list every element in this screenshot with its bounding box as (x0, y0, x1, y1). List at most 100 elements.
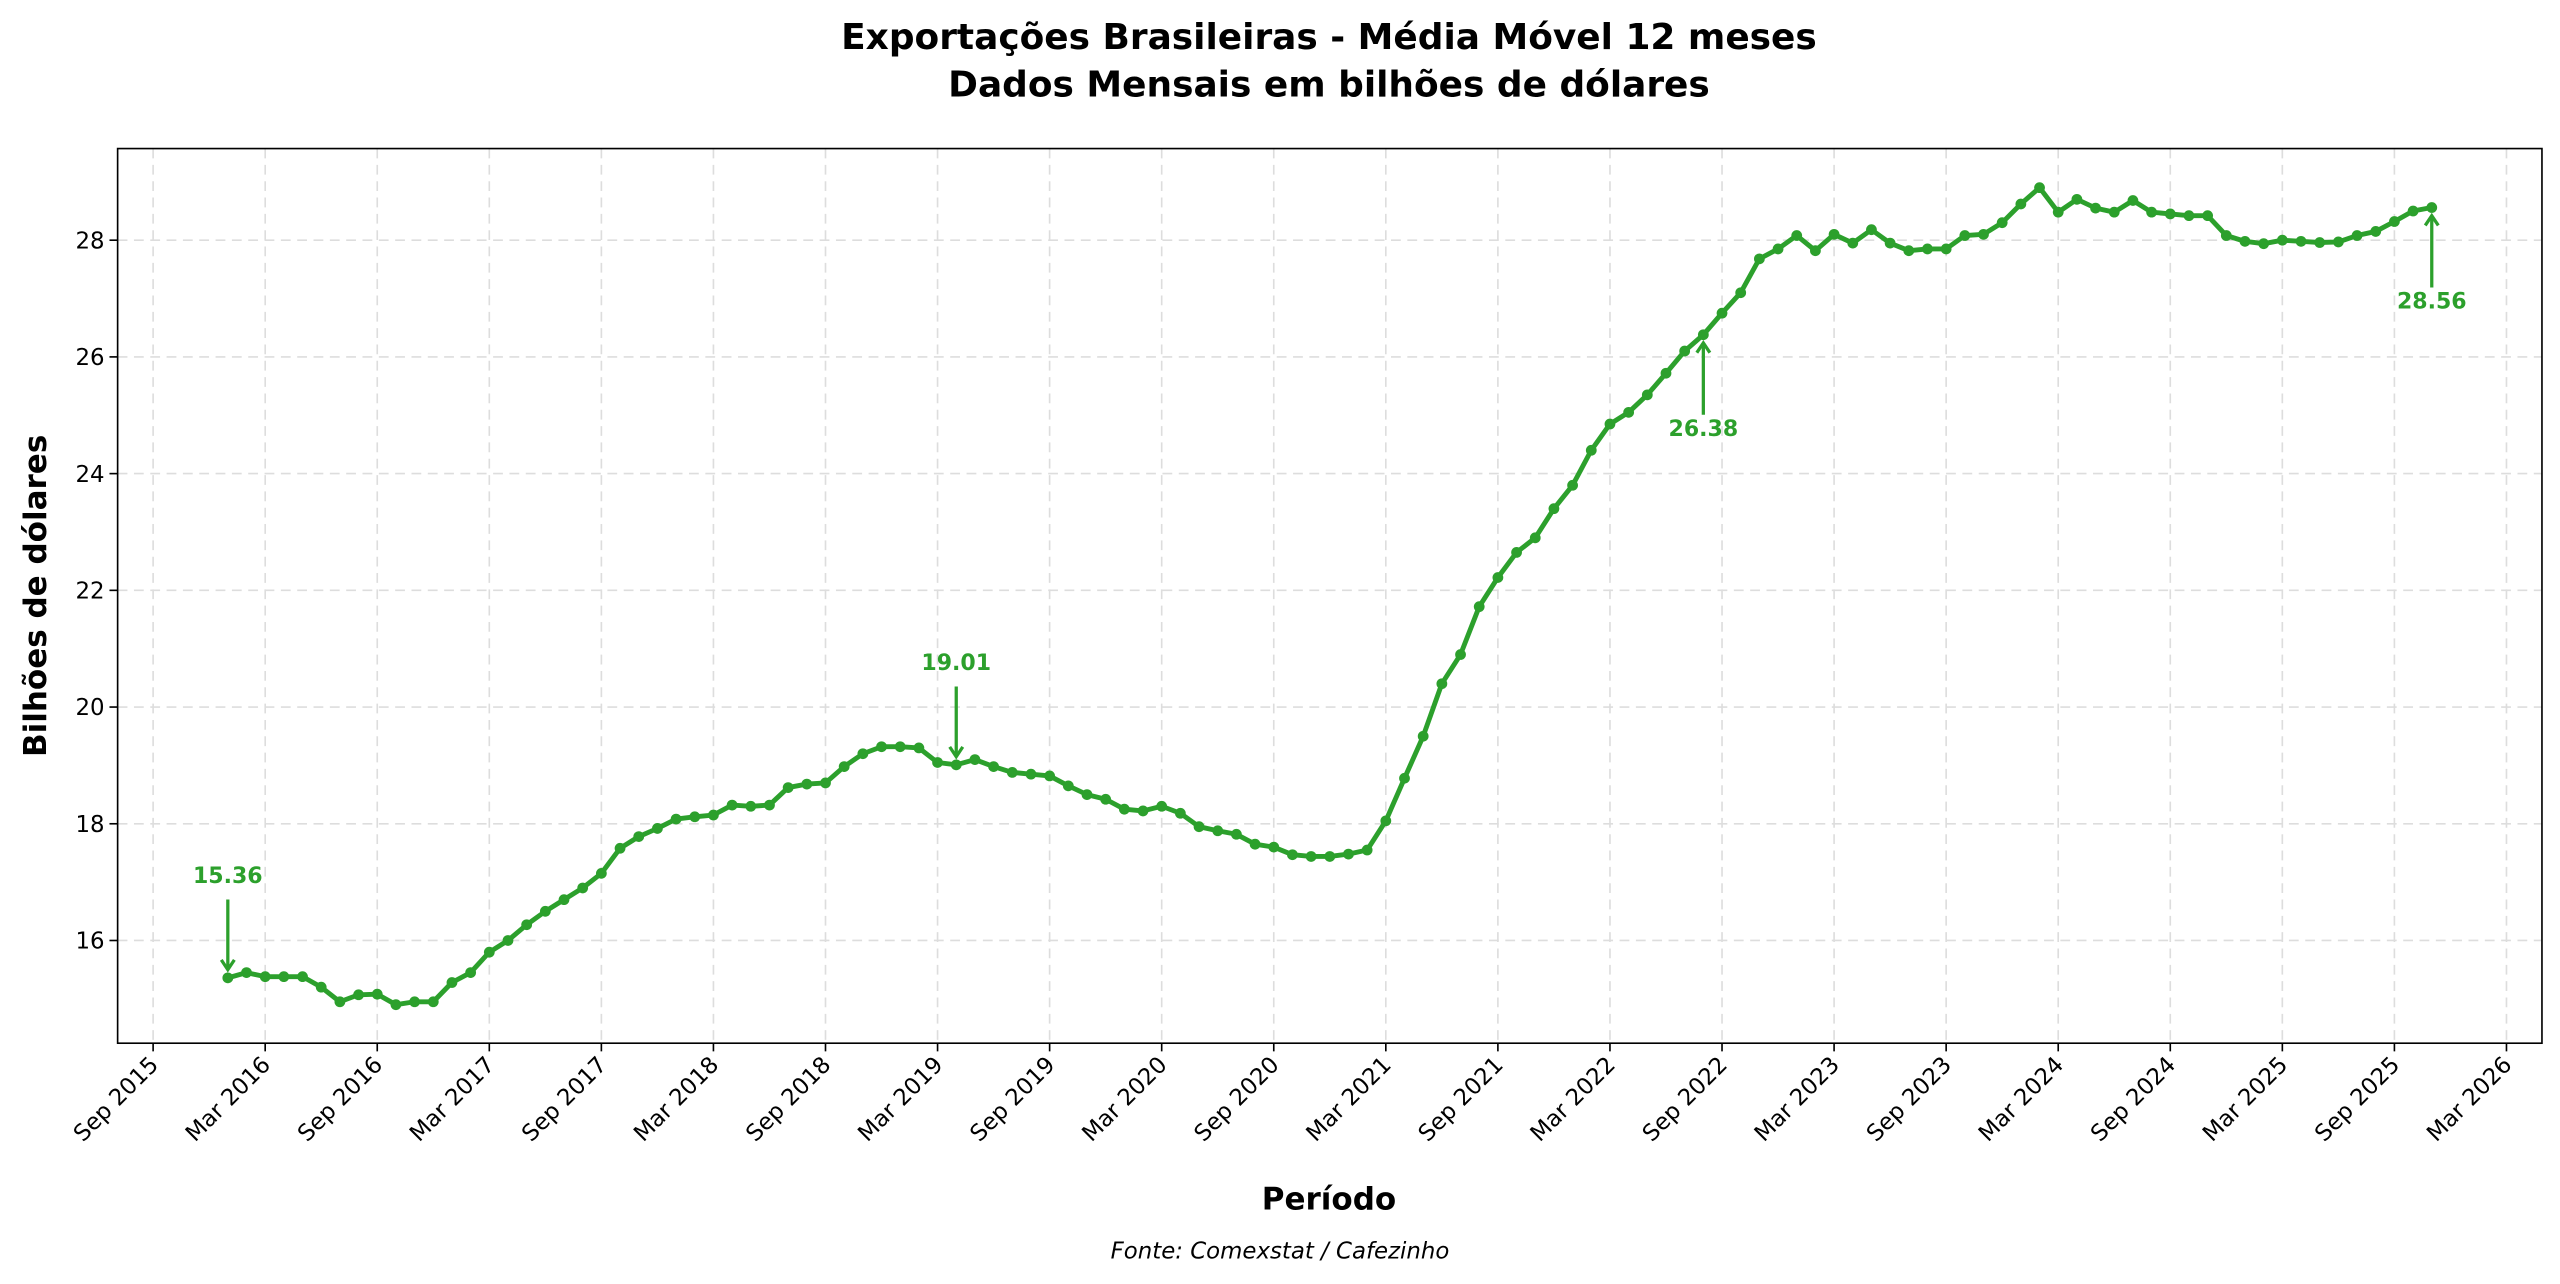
x-tick-label: Sep 2017 (517, 1052, 612, 1147)
data-point (1492, 572, 1504, 583)
series-path (227, 185, 2433, 1008)
y-axis-label: Bilhões de dólares (18, 435, 54, 757)
data-point (2295, 235, 2307, 247)
arrowhead-icon (219, 958, 236, 973)
data-point (1866, 224, 1877, 236)
data-point (1884, 237, 1896, 249)
data-point (334, 996, 346, 1008)
data-point (1287, 849, 1298, 861)
data-point (1903, 245, 1915, 257)
data-point (577, 882, 589, 894)
x-tick-label: Mar 2021 (1301, 1052, 1396, 1147)
data-point (1660, 367, 1672, 379)
data-point (1772, 243, 1784, 255)
data-point (2314, 237, 2326, 248)
data-point (1044, 770, 1056, 782)
data-point (2407, 205, 2419, 217)
data-point (2370, 226, 2382, 237)
data-point (1193, 821, 1205, 833)
data-point (1529, 532, 1541, 544)
source-note: Fonte: Comexstat / Cafezinho (1111, 1239, 1450, 1265)
data-point (876, 741, 887, 753)
data-point (1100, 793, 1112, 805)
data-point (2239, 235, 2251, 247)
data-point (521, 919, 533, 931)
data-point (1268, 841, 1280, 853)
data-point (708, 809, 719, 821)
arrowhead-icon (2423, 212, 2440, 227)
data-point (1436, 678, 1448, 690)
data-point (483, 946, 495, 958)
y-axis: 16 18 20 22 24 26 28 (75, 228, 118, 955)
data-point (726, 799, 738, 811)
data-point (465, 967, 477, 978)
data-point (1249, 838, 1261, 850)
data-point (1511, 547, 1522, 558)
data-point (1137, 805, 1149, 817)
data-point (2108, 206, 2120, 218)
data-point (1231, 828, 1242, 840)
y-tick-label: 26 (75, 345, 104, 371)
data-point (1174, 807, 1186, 819)
data-point (969, 754, 981, 765)
x-tick-label: Sep 2020 (1189, 1052, 1284, 1147)
data-point (446, 977, 458, 988)
data-point (1081, 789, 1093, 800)
data-point (353, 989, 364, 1001)
x-tick-label: Sep 2022 (1638, 1052, 1733, 1147)
data-point (913, 742, 925, 754)
y-tick-label: 22 (75, 578, 104, 604)
data-point (1959, 230, 1971, 241)
x-tick-label: Sep 2024 (2086, 1052, 2181, 1147)
data-point (502, 935, 514, 946)
x-tick-label: Sep 2015 (69, 1052, 164, 1147)
data-point (1025, 768, 1037, 780)
data-point (894, 741, 906, 753)
data-point (1922, 243, 1933, 255)
series-line (222, 182, 2438, 1011)
data-point (1006, 767, 1018, 778)
arrowhead-icon (1695, 339, 1712, 354)
data-point (297, 971, 308, 983)
x-tick-label: Mar 2016 (181, 1052, 276, 1147)
data-point (2052, 206, 2064, 218)
data-point (390, 999, 402, 1011)
data-point (782, 782, 794, 793)
data-point (652, 823, 663, 834)
annotation-label: 19.01 (921, 651, 991, 676)
data-point (1305, 851, 1317, 862)
data-point (2090, 202, 2101, 214)
data-point (838, 761, 850, 772)
data-point (2351, 230, 2363, 241)
data-point (595, 867, 607, 879)
data-point (2183, 210, 2195, 222)
data-point (1343, 848, 1354, 860)
y-tick-label: 24 (75, 462, 104, 488)
y-tick-label: 18 (75, 812, 104, 838)
data-point (1324, 851, 1336, 862)
y-tick-label: 20 (75, 695, 104, 721)
data-point (670, 813, 682, 825)
chart-subtitle: Dados Mensais em bilhões de dólares (948, 64, 1710, 105)
data-point (1585, 444, 1597, 456)
x-tick-label: Sep 2019 (965, 1052, 1060, 1147)
data-point (1641, 389, 1653, 401)
data-point (820, 777, 831, 789)
data-point (1118, 803, 1130, 815)
x-tick-label: Mar 2025 (2198, 1052, 2293, 1147)
data-point (2202, 210, 2214, 222)
data-point (2258, 238, 2270, 250)
data-point (2332, 236, 2344, 248)
x-tick-label: Mar 2026 (2422, 1052, 2517, 1147)
chart-title: Exportações Brasileiras - Média Móvel 12… (841, 17, 1817, 58)
data-point (1940, 243, 1952, 255)
x-tick-label: Mar 2018 (629, 1052, 724, 1147)
data-point (2015, 198, 2027, 210)
plot-frame (116, 147, 2543, 1045)
data-point (427, 996, 439, 1008)
x-tick-label: Mar 2017 (405, 1052, 500, 1147)
y-tick-label: 28 (75, 228, 104, 254)
data-point (1455, 649, 1466, 660)
grid (117, 148, 2542, 1044)
